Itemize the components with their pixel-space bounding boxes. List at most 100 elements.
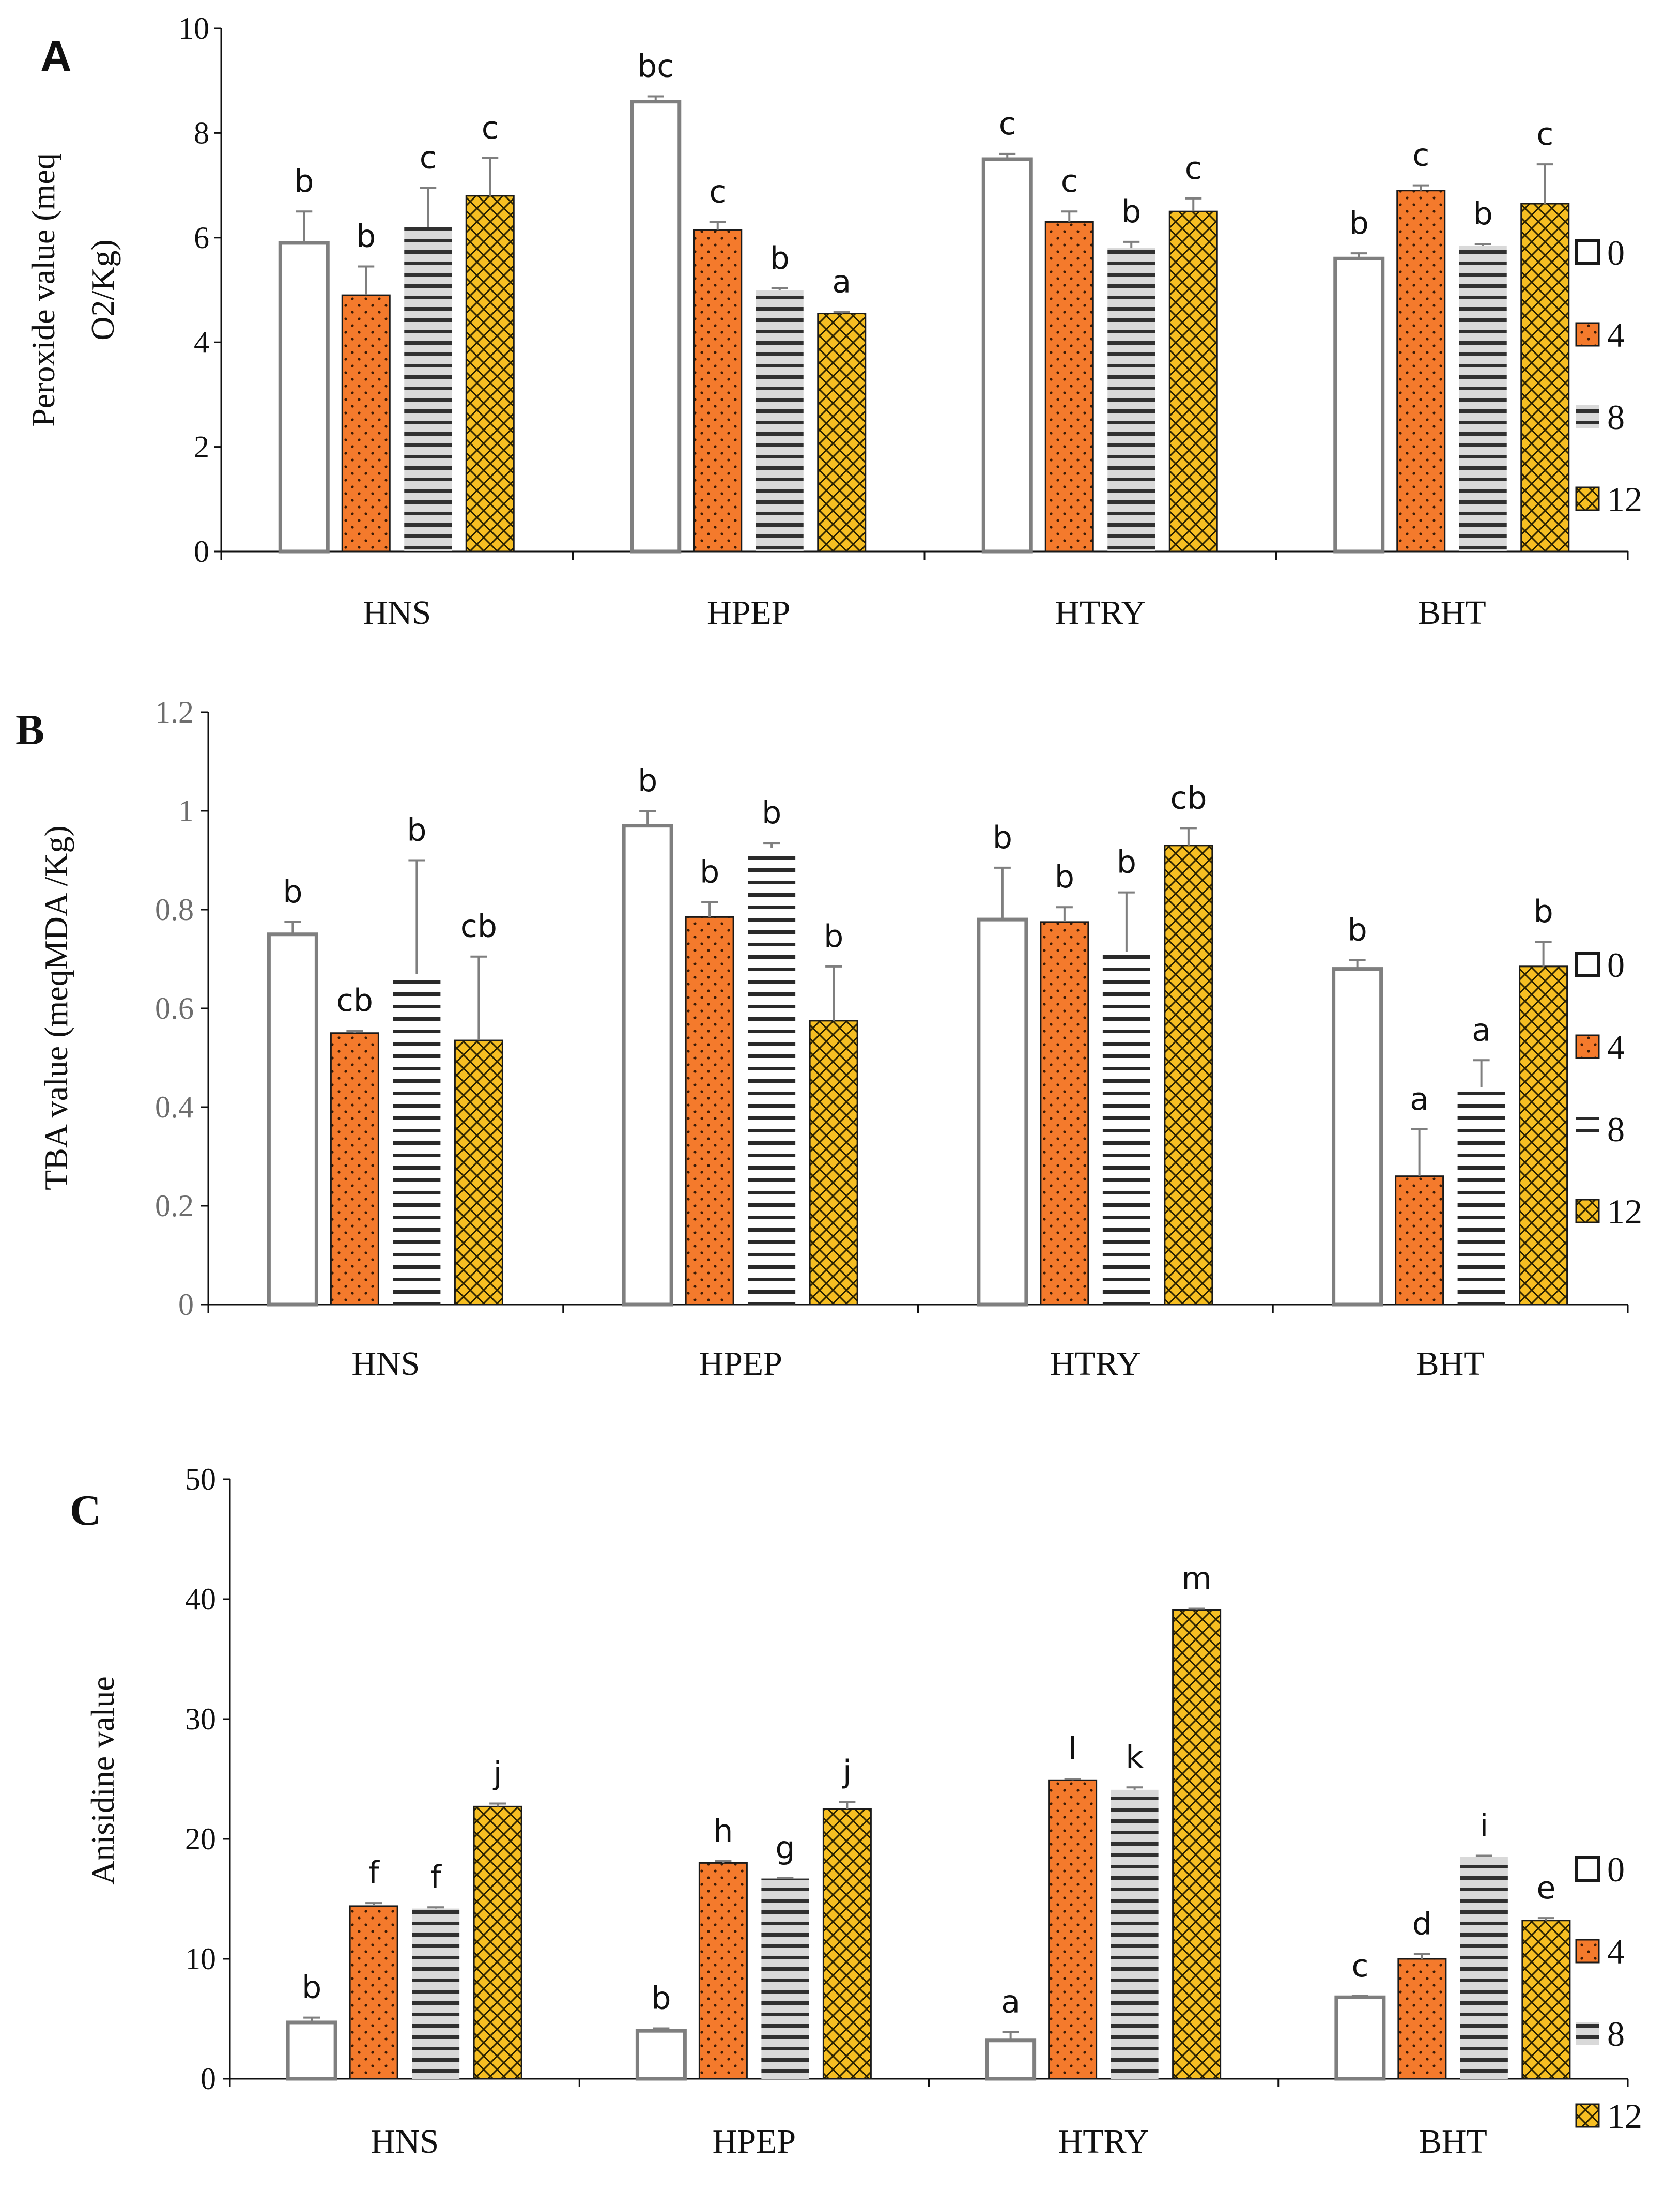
significance-letter: c <box>1351 1948 1368 1984</box>
bar-series-12 <box>465 195 515 553</box>
significance-letter: m <box>1181 1561 1211 1597</box>
bar-series-0 <box>630 100 682 554</box>
legend-swatch-8 <box>1576 2022 1599 2045</box>
significance-letter: b <box>762 795 781 831</box>
significance-letter: b <box>824 918 843 955</box>
y-tick-label: 0.8 <box>155 893 194 927</box>
bar-series-12 <box>1172 1609 1222 2080</box>
legend-swatch-8 <box>1576 1117 1599 1140</box>
legend-swatch-4 <box>1575 1939 1600 1964</box>
panel-a-axes: 0 2 4 6 8 10 HNS HPEP HTRY BHT <box>178 11 1629 632</box>
y-tick-label: 0 <box>201 2062 216 2096</box>
bar-series-0 <box>1332 967 1383 1307</box>
significance-letter: b <box>302 1970 321 2006</box>
legend-swatch-4 <box>1575 322 1600 347</box>
significance-letter: b <box>1055 859 1074 895</box>
significance-letter: b <box>651 1981 671 2017</box>
significance-letter: c <box>1061 163 1078 200</box>
panel-c-ylabel: Anisidine value <box>84 1676 121 1884</box>
significance-letter: c <box>1185 150 1202 187</box>
significance-letter: c <box>1412 137 1429 174</box>
significance-letter: h <box>713 1813 733 1849</box>
bar-series-12 <box>817 313 867 553</box>
significance-letter: j <box>842 1754 852 1790</box>
legend-label: 12 <box>1607 2096 1642 2136</box>
panel-label-c: C <box>70 1486 101 1535</box>
significance-letter: f <box>430 1859 442 1895</box>
y-axis-title: Anisidine value <box>84 1676 121 1884</box>
y-tick-label: 10 <box>185 1942 216 1976</box>
bar-series-12 <box>1168 210 1218 553</box>
legend-swatch-12 <box>1575 2103 1600 2128</box>
bar-series-8 <box>1459 245 1507 552</box>
significance-letter: b <box>1473 196 1493 232</box>
significance-letter: i <box>1480 1807 1489 1844</box>
bar-series-4 <box>698 1862 748 2080</box>
y-tick-label: 0.6 <box>155 991 194 1025</box>
panel-c-marks: b b a c f h l d f g k i j j m e <box>286 1561 1571 2081</box>
y-tick-label: 30 <box>185 1702 216 1736</box>
panel-b: B TBA value (meqMDA /Kg) 0 0.2 0.4 0.6 0.8 1 1… <box>16 695 1642 1383</box>
x-category-label: HNS <box>371 2123 439 2160</box>
legend-swatch-0 <box>1575 239 1600 265</box>
legend-label: 12 <box>1607 1192 1642 1231</box>
x-category-label: HNS <box>351 1345 420 1383</box>
bar-series-0 <box>1334 1995 1386 2081</box>
bar-series-12 <box>473 1805 522 2080</box>
significance-letter: b <box>638 763 657 799</box>
panel-a-legend: 0 4 8 12 <box>1575 233 1642 519</box>
y-tick-label: 20 <box>185 1822 216 1856</box>
y-tick-label: 0 <box>194 534 209 569</box>
bar-series-4 <box>1397 1958 1447 2080</box>
bar-series-12 <box>454 1039 503 1306</box>
bar-series-4 <box>685 916 734 1306</box>
significance-letter: b <box>1121 194 1141 230</box>
x-category-label: BHT <box>1416 1345 1485 1383</box>
bar-series-4 <box>1044 221 1094 553</box>
panel-c-legend: 0 4 8 12 <box>1575 1850 1642 2136</box>
bar-series-0 <box>977 917 1028 1307</box>
x-category-label: HNS <box>363 594 431 632</box>
panel-b-axes: 0 0.2 0.4 0.6 0.8 1 1.2 HNS HPEP HTRY BHT <box>155 695 1629 1383</box>
y-tick-label: 4 <box>194 325 209 359</box>
significance-letter: b <box>1534 894 1553 930</box>
y-tick-label: 0.2 <box>155 1189 194 1223</box>
significance-letter: cb <box>336 983 373 1019</box>
bar-series-12 <box>822 1808 872 2080</box>
legend-label: 12 <box>1607 480 1642 519</box>
bar-series-4 <box>341 294 391 553</box>
panel-b-legend: 0 4 8 12 <box>1575 945 1642 1231</box>
significance-letter: cb <box>460 909 497 945</box>
y-tick-label: 0 <box>178 1287 194 1322</box>
significance-letter: a <box>832 264 851 300</box>
legend-label: 0 <box>1607 233 1625 272</box>
bar-series-4 <box>1040 921 1089 1306</box>
significance-letter: cb <box>1170 780 1207 816</box>
legend-swatch-12 <box>1575 1199 1600 1223</box>
bar-series-0 <box>267 932 318 1307</box>
bar-series-8 <box>1460 1857 1508 2079</box>
y-tick-label: 40 <box>185 1582 216 1616</box>
panel-label-a: A <box>40 32 72 81</box>
legend-label: 8 <box>1607 2014 1625 2053</box>
significance-letter: a <box>1410 1081 1429 1117</box>
significance-letter: c <box>420 140 437 176</box>
legend-swatch-8 <box>1576 405 1599 428</box>
significance-letter: g <box>775 1830 795 1866</box>
legend-swatch-4 <box>1575 1034 1600 1059</box>
bar-series-0 <box>985 2038 1037 2081</box>
bar-series-4 <box>349 1905 398 2080</box>
legend-swatch-0 <box>1575 952 1600 977</box>
significance-letter: d <box>1412 1906 1432 1942</box>
y-axis-title: TBA value (meqMDA /Kg) <box>38 825 74 1190</box>
significance-letter: j <box>492 1756 502 1792</box>
legend-label: 4 <box>1607 315 1625 355</box>
bar-series-4 <box>1395 1175 1444 1306</box>
significance-letter: b <box>407 812 426 849</box>
bar-series-8 <box>1111 1789 1159 2079</box>
significance-letter: b <box>1349 205 1369 241</box>
bar-series-0 <box>981 157 1033 554</box>
bar-series-4 <box>330 1032 379 1306</box>
